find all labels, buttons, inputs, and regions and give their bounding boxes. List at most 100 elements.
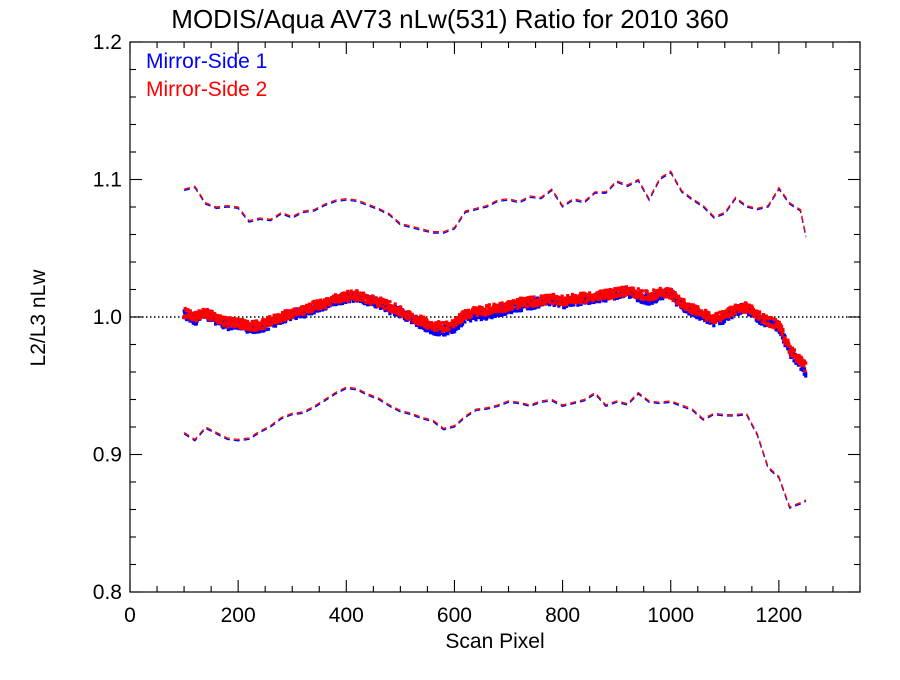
- data-point: [581, 298, 585, 302]
- data-point: [493, 311, 497, 316]
- data-point: [643, 301, 647, 305]
- data-point: [381, 305, 385, 309]
- lower-bound-line-mirror-side-1: [183, 387, 807, 509]
- data-point: [226, 328, 230, 332]
- data-point: [735, 310, 739, 314]
- data-point: [545, 298, 549, 302]
- data-point: [493, 309, 497, 313]
- data-point: [238, 323, 242, 327]
- data-point: [187, 316, 191, 320]
- data-point: [727, 315, 731, 319]
- data-point: [495, 310, 499, 314]
- data-point: [741, 302, 745, 306]
- data-point: [284, 316, 288, 320]
- data-point: [502, 312, 506, 316]
- data-point: [594, 300, 598, 304]
- data-point: [755, 309, 759, 313]
- data-point: [344, 300, 348, 304]
- data-point: [218, 314, 222, 318]
- data-point: [412, 317, 416, 321]
- data-point: [783, 336, 787, 340]
- data-point: [573, 297, 577, 301]
- data-point: [574, 296, 579, 301]
- data-point: [312, 299, 316, 303]
- data-point: [430, 325, 434, 329]
- data-point: [733, 312, 737, 316]
- data-point: [296, 309, 300, 313]
- data-point: [420, 319, 424, 323]
- data-point: [557, 295, 561, 300]
- data-point: [558, 299, 562, 303]
- data-point: [492, 302, 496, 306]
- data-point: [183, 306, 187, 311]
- data-point: [704, 318, 708, 322]
- data-point: [596, 292, 600, 296]
- data-point: [283, 309, 287, 313]
- data-point: [352, 291, 356, 295]
- data-point: [660, 289, 665, 293]
- data-point: [436, 323, 440, 327]
- data-point: [491, 307, 495, 311]
- data-point: [529, 295, 533, 299]
- data-point: [367, 300, 371, 304]
- data-point: [406, 313, 410, 317]
- data-point: [186, 308, 190, 312]
- data-point: [435, 328, 439, 332]
- data-point: [205, 307, 209, 312]
- data-point: [543, 302, 547, 306]
- data-point: [787, 341, 791, 346]
- data-point: [551, 302, 555, 306]
- data-point: [509, 307, 513, 311]
- data-point: [769, 316, 774, 320]
- data-point: [239, 326, 243, 330]
- data-point: [424, 322, 428, 326]
- data-point: [615, 296, 619, 300]
- data-point: [288, 317, 292, 322]
- data-point: [281, 320, 285, 324]
- data-point: [711, 320, 715, 324]
- data-point: [504, 305, 509, 309]
- data-point: [290, 311, 294, 315]
- data-point: [493, 314, 497, 318]
- data-point: [562, 302, 566, 306]
- data-point: [780, 325, 784, 329]
- data-point: [373, 300, 377, 304]
- y-tick-label: 0.9: [93, 444, 122, 467]
- data-point: [747, 305, 751, 309]
- data-point: [565, 296, 569, 300]
- data-point: [231, 316, 235, 321]
- data-point: [650, 301, 654, 305]
- data-point: [193, 310, 197, 315]
- data-point: [484, 309, 488, 313]
- upper-bound-line-mirror-side-1: [183, 171, 807, 238]
- data-point: [328, 303, 332, 307]
- data-point: [718, 322, 722, 326]
- data-point: [419, 323, 424, 327]
- data-point: [572, 303, 576, 307]
- data-point: [623, 288, 627, 292]
- series-mirror-side-2: [182, 170, 808, 508]
- data-point: [355, 290, 359, 294]
- data-point: [788, 344, 792, 348]
- data-point: [777, 320, 781, 324]
- data-point: [519, 308, 524, 313]
- data-point: [382, 307, 387, 311]
- data-point: [640, 293, 645, 298]
- data-point: [220, 324, 224, 328]
- data-point: [721, 316, 725, 320]
- data-point: [247, 322, 251, 326]
- data-point: [258, 324, 262, 328]
- data-point: [602, 291, 607, 296]
- data-point: [640, 289, 645, 293]
- data-point: [705, 320, 709, 324]
- data-point: [740, 304, 744, 309]
- data-point: [189, 313, 193, 317]
- data-point: [204, 311, 208, 315]
- data-point: [644, 299, 648, 303]
- data-point: [314, 302, 318, 306]
- data-point: [371, 294, 375, 298]
- data-point: [268, 315, 272, 319]
- data-point: [309, 306, 313, 310]
- data-point: [407, 315, 411, 319]
- data-point: [285, 309, 289, 313]
